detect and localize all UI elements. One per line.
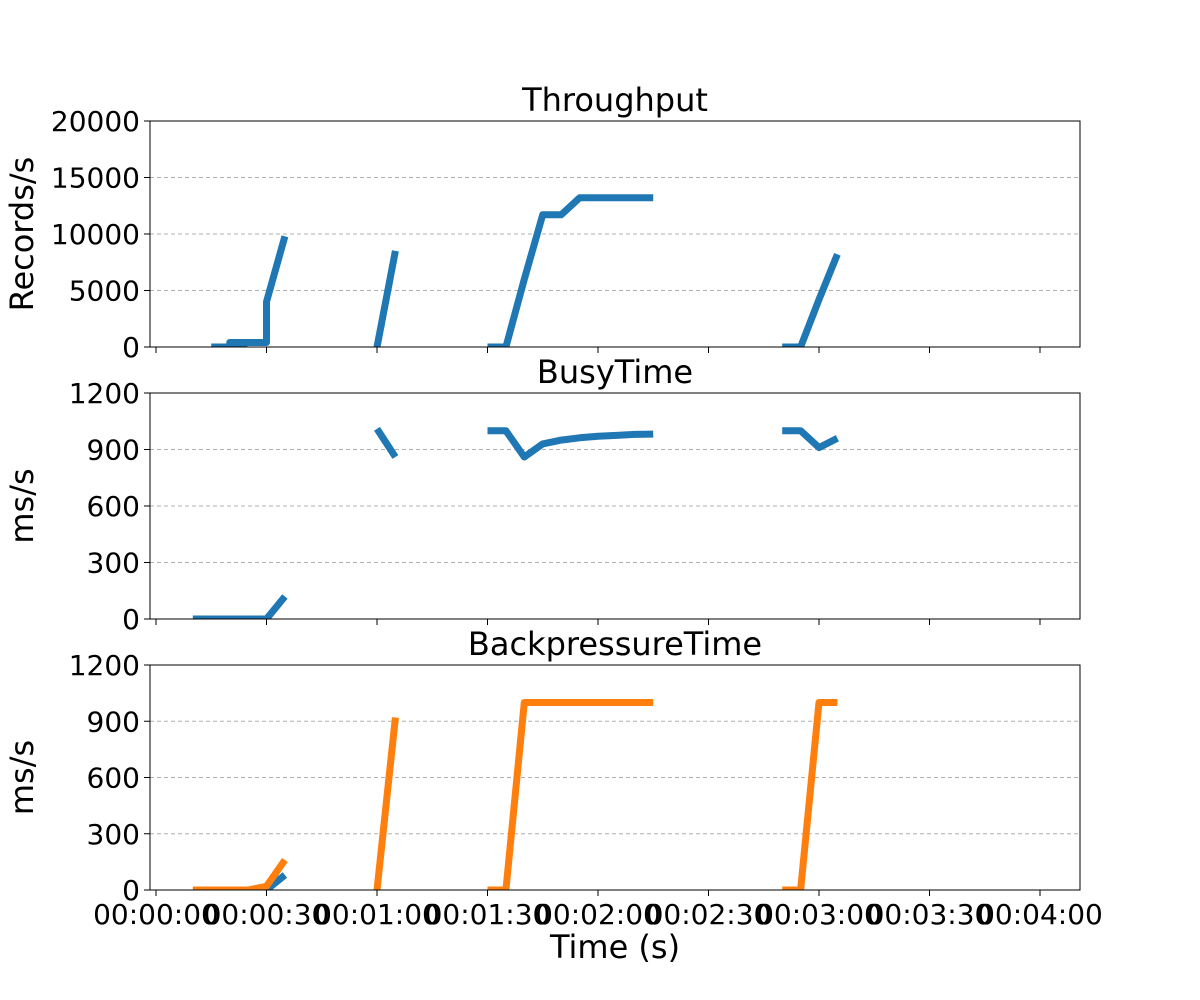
y-tick-label: 0 (122, 331, 140, 364)
x-tick-label: 00:01:00 (314, 898, 440, 931)
x-axis-label: Time (s) (549, 928, 680, 966)
series-line-2-segment-4 (782, 699, 838, 890)
subplot-3: 0300600900120000:00:0000:00:3000:01:0000… (3, 625, 1103, 966)
series-line-1-segment-1 (211, 235, 289, 347)
series-line-1-segment-4 (782, 427, 839, 452)
series-line-1-segment-1 (192, 594, 288, 619)
x-tick-label: 00:04:00 (977, 898, 1103, 931)
y-tick-label: 1200 (69, 649, 140, 682)
y-tick-label: 0 (122, 603, 140, 636)
subplot-title: BackpressureTime (468, 625, 762, 663)
series-line-1-segment-2 (374, 426, 399, 459)
x-tick-label: 00:00:30 (204, 898, 330, 931)
y-tick-label: 600 (87, 490, 140, 523)
y-axis-label: Records/s (3, 157, 41, 312)
y-axis-label: ms/s (3, 468, 41, 543)
subplot-2: 0 300 600 900 1200 BusyTime ms/s (3, 353, 1081, 636)
x-tick-label: 00:02:00 (535, 898, 661, 931)
x-tick-label: 00:00:00 (93, 898, 219, 931)
series-line-1-segment-3 (487, 194, 654, 347)
y-tick-label: 20000 (51, 105, 140, 138)
y-tick-label: 0 (122, 874, 140, 907)
y-tick-label: 15000 (51, 162, 140, 195)
y-tick-label: 10000 (51, 218, 140, 251)
subplot-1: 0 5000 10000 15000 20000 Throughput Records/s (3, 81, 1081, 364)
subplot-title: Throughput (521, 81, 708, 119)
y-tick-label: 900 (87, 434, 140, 467)
x-tick-label: 00:03:30 (867, 898, 993, 931)
x-tick-label: 00:03:00 (756, 898, 882, 931)
y-tick-label: 900 (87, 705, 140, 738)
series-line-2-segment-2 (373, 717, 399, 890)
x-tick-label: 00:02:30 (646, 898, 772, 931)
y-axis-label: ms/s (3, 740, 41, 815)
subplot-title: BusyTime (537, 353, 693, 391)
y-tick-label: 300 (87, 818, 140, 851)
series-line-1-segment-3 (487, 427, 654, 461)
series-line-1-segment-2 (373, 250, 399, 347)
series-line-1-segment-4 (782, 252, 841, 347)
series-line-2-segment-3 (487, 699, 654, 890)
x-tick-label: 00:01:30 (425, 898, 551, 931)
y-tick-label: 600 (87, 762, 140, 795)
y-tick-label: 1200 (69, 377, 140, 410)
series-line-2-segment-1 (192, 857, 288, 890)
y-tick-label: 300 (87, 547, 140, 580)
y-tick-label: 5000 (69, 275, 140, 308)
